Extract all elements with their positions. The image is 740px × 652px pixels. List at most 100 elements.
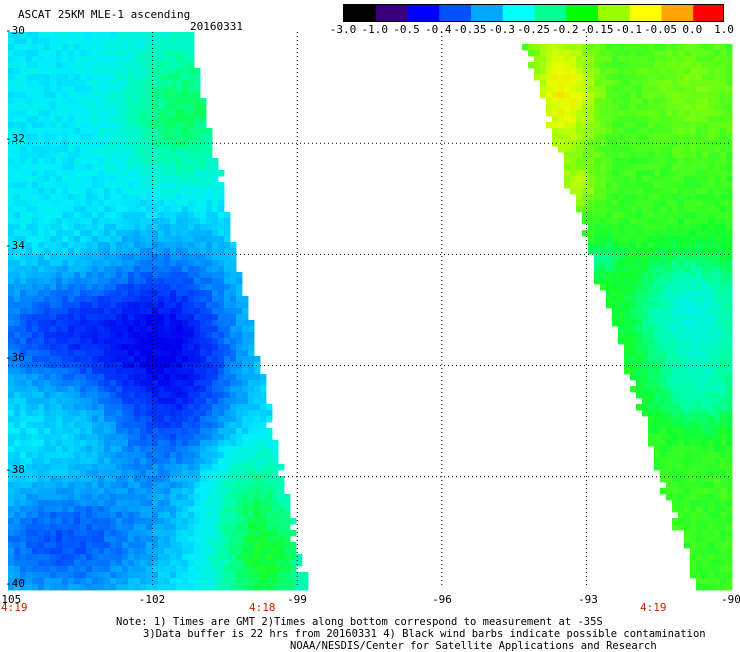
wind-cell [116,230,123,237]
wind-cell [284,572,291,579]
wind-cell [134,416,141,423]
wind-cell [642,206,649,213]
wind-cell [38,170,45,177]
wind-cell [134,344,141,351]
wind-cell [80,32,87,39]
wind-cell [702,272,709,279]
wind-cell [50,272,57,279]
wind-cell [170,92,177,99]
wind-cell [582,50,589,57]
wind-cell [56,506,63,513]
wind-cell [660,98,667,105]
wind-cell [26,506,33,513]
wind-cell [176,362,183,369]
wind-cell [278,518,285,525]
wind-cell [68,254,75,261]
wind-cell [80,272,87,279]
wind-cell [636,98,643,105]
wind-cell [612,272,619,279]
wind-cell [122,338,129,345]
wind-cell [68,566,75,573]
wind-cell [146,188,153,195]
wind-cell [8,302,15,309]
wind-cell [128,530,135,537]
wind-cell [182,278,189,285]
wind-cell [194,146,201,153]
wind-cell [200,236,207,243]
wind-cell [8,140,15,147]
wind-cell [642,50,649,57]
wind-cell [570,98,577,105]
wind-cell [606,62,613,69]
wind-cell [104,482,111,489]
wind-cell [266,464,273,471]
wind-cell [176,482,183,489]
wind-cell [690,146,697,153]
wind-cell [188,410,195,417]
wind-cell [92,302,99,309]
wind-cell [164,452,171,459]
wind-cell [594,224,601,231]
wind-cell [122,404,129,411]
wind-cell [170,536,177,543]
wind-cell [134,392,141,399]
wind-cell [32,572,39,579]
wind-cell [134,176,141,183]
wind-cell [146,152,153,159]
wind-cell [690,224,697,231]
wind-cell [128,536,135,543]
wind-cell [86,578,93,585]
wind-cell [170,434,177,441]
wind-cell [218,230,225,237]
wind-cell [624,248,631,255]
wind-cell [134,86,141,93]
wind-cell [20,92,27,99]
wind-cell [648,98,655,105]
wind-cell [104,62,111,69]
wind-cell [68,374,75,381]
wind-cell [636,158,643,165]
west-swath [8,32,309,591]
wind-cell [618,272,625,279]
wind-cell [68,74,75,81]
wind-cell [98,338,105,345]
wind-cell [170,566,177,573]
wind-cell [612,254,619,261]
wind-cell [110,116,117,123]
wind-cell [116,374,123,381]
wind-cell [50,170,57,177]
wind-cell [564,170,571,177]
wind-cell [116,122,123,129]
wind-cell [74,224,81,231]
wind-cell [552,134,559,141]
wind-cell [164,578,171,585]
wind-cell [20,506,27,513]
wind-cell [20,230,27,237]
wind-cell [50,536,57,543]
wind-cell [134,230,141,237]
wind-cell [56,284,63,291]
wind-cell [702,254,709,261]
wind-cell [212,254,219,261]
wind-cell [38,464,45,471]
wind-cell [182,260,189,267]
wind-cell [146,44,153,51]
wind-cell [266,536,273,543]
wind-cell [624,224,631,231]
wind-cell [200,158,207,165]
wind-cell [720,224,727,231]
wind-cell [92,218,99,225]
wind-cell [648,68,655,75]
wind-cell [576,74,583,81]
wind-cell [170,350,177,357]
wind-cell [14,566,21,573]
wind-cell [236,470,243,477]
wind-cell [50,218,57,225]
wind-cell [128,272,135,279]
wind-cell [206,140,213,147]
wind-cell [80,446,87,453]
wind-cell [164,350,171,357]
wind-cell [594,254,601,261]
wind-cell [164,530,171,537]
wind-cell [588,170,595,177]
